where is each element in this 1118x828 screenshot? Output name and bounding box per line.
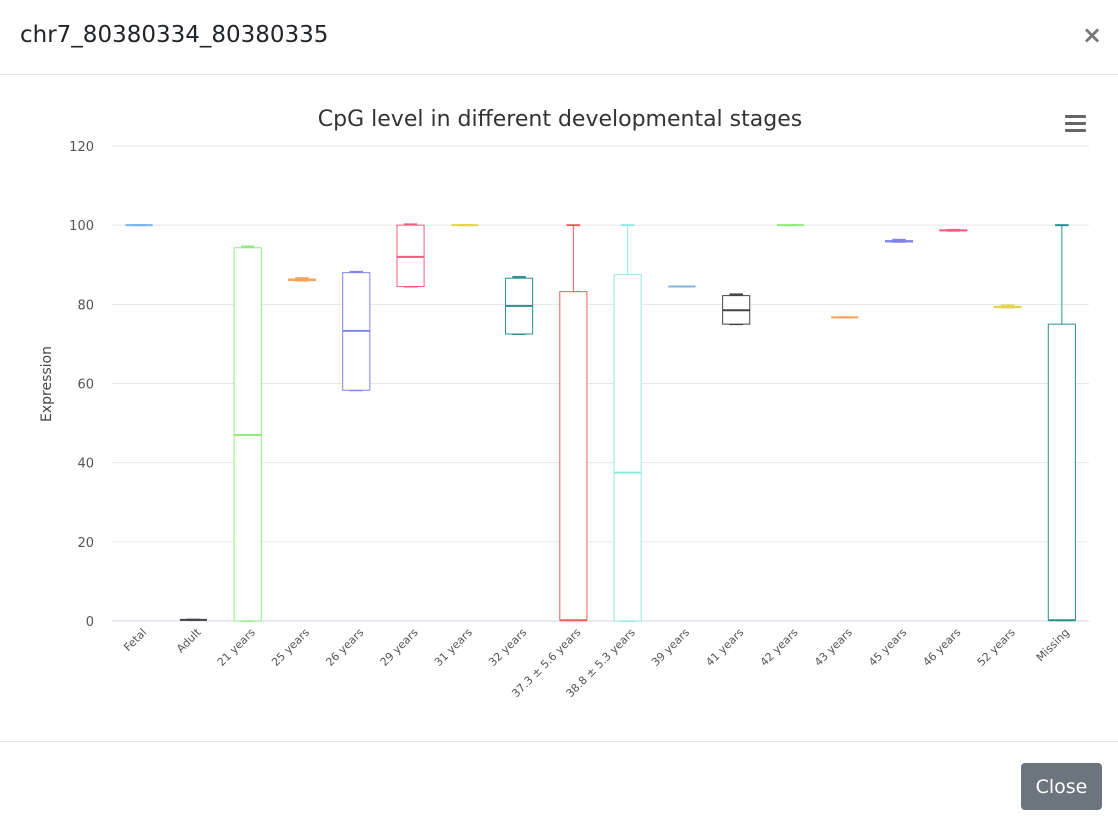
x-tick-label: 52 years xyxy=(975,626,1018,669)
box-3[interactable] xyxy=(287,277,317,282)
chart-menu-icon[interactable] xyxy=(1062,112,1090,136)
box-series xyxy=(125,223,1076,622)
x-tick-label: 32 years xyxy=(486,626,529,669)
x-tick-label: 39 years xyxy=(649,626,692,669)
box-4[interactable] xyxy=(342,270,371,392)
y-tick-label: 0 xyxy=(86,615,94,630)
box-8[interactable] xyxy=(559,224,588,622)
modal-footer: Close xyxy=(0,741,1118,828)
x-tick-label: 26 years xyxy=(323,626,366,669)
x-tick-label: 29 years xyxy=(378,626,421,669)
chart-container: CpG level in different developmental sta… xyxy=(0,76,1118,740)
chart-title: CpG level in different developmental sta… xyxy=(318,107,802,132)
box-iqr xyxy=(613,274,642,622)
x-tick-label: 42 years xyxy=(758,626,801,669)
box-9[interactable] xyxy=(613,224,642,622)
x-axis-ticks: Fetal Adult 21 years 25 years 26 years 29 yea… xyxy=(121,625,1072,700)
y-tick-label: 100 xyxy=(69,219,94,234)
x-tick-label: 25 years xyxy=(269,626,312,669)
x-tick-label: 43 years xyxy=(812,626,855,669)
box-2[interactable] xyxy=(233,245,262,622)
y-tick-label: 40 xyxy=(77,457,94,472)
box-15[interactable] xyxy=(939,228,968,232)
y-tick-label: 20 xyxy=(77,536,94,551)
box-17[interactable] xyxy=(1047,224,1076,622)
box-7[interactable] xyxy=(505,276,534,336)
y-axis-ticks: 0 20 40 60 80 100 120 xyxy=(69,140,94,630)
box-iqr xyxy=(1047,323,1076,621)
box-16[interactable] xyxy=(993,304,1022,309)
x-tick-label: 45 years xyxy=(866,626,909,669)
x-tick-label: 46 years xyxy=(920,626,963,669)
x-tick-label: 31 years xyxy=(432,626,475,669)
x-tick-label: Adult xyxy=(174,625,204,655)
x-tick-label: Missing xyxy=(1034,626,1072,664)
modal-header: chr7_80380334_80380335 × xyxy=(0,0,1118,75)
close-button[interactable]: Close xyxy=(1021,763,1102,810)
x-tick-label: 41 years xyxy=(703,626,746,669)
y-axis-label: Expression xyxy=(39,346,55,422)
box-5[interactable] xyxy=(396,223,425,288)
box-14[interactable] xyxy=(884,238,914,243)
modal-title: chr7_80380334_80380335 xyxy=(20,22,329,48)
x-tick-label: 21 years xyxy=(215,626,258,669)
y-tick-label: 120 xyxy=(69,140,94,155)
x-tick-label: Fetal xyxy=(121,626,149,654)
y-tick-label: 80 xyxy=(77,298,94,313)
box-iqr xyxy=(559,291,588,621)
boxplot-chart: CpG level in different developmental sta… xyxy=(39,107,1089,700)
grid-lines xyxy=(112,145,1089,622)
close-icon[interactable]: × xyxy=(1078,20,1106,50)
box-11[interactable] xyxy=(722,293,751,326)
y-tick-label: 60 xyxy=(77,378,94,393)
